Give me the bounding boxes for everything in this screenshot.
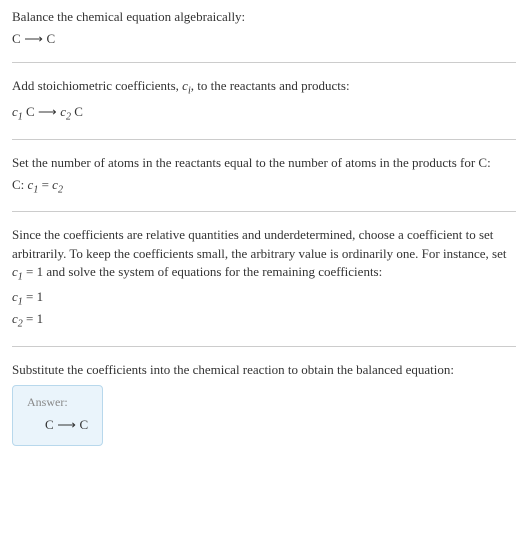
coeff-equation: c1 C ⟶ c2 C — [12, 103, 516, 125]
section-substitute: Substitute the coefficients into the che… — [12, 361, 516, 446]
text-part: , to the reactants and products: — [191, 78, 350, 93]
text-part: = 1 and solve the system of equations fo… — [23, 264, 382, 279]
divider — [12, 62, 516, 63]
text-part: Add stoichiometric coefficients, — [12, 78, 182, 93]
section-balance-intro: Balance the chemical equation algebraica… — [12, 8, 516, 48]
eq-arrow: ⟶ — [21, 31, 47, 46]
text-part: Since the coefficients are relative quan… — [12, 227, 507, 260]
divider — [12, 346, 516, 347]
eq-text: C — [71, 104, 83, 119]
substitute-text: Substitute the coefficients into the che… — [12, 361, 516, 379]
eq-left: C — [12, 31, 21, 46]
eq-text: C — [23, 104, 38, 119]
answer-equation: C ⟶ C — [27, 416, 88, 434]
divider — [12, 211, 516, 212]
c2-sub: 2 — [58, 184, 63, 195]
eq-rest: = 1 — [23, 311, 43, 326]
intro-equation: C ⟶ C — [12, 30, 516, 48]
solve-eq2: c2 = 1 — [12, 310, 516, 332]
section-set-atoms: Set the number of atoms in the reactants… — [12, 154, 516, 198]
section-add-coefficients: Add stoichiometric coefficients, ci, to … — [12, 77, 516, 124]
eq-arrow: ⟶ — [54, 417, 80, 432]
coeff-text: Add stoichiometric coefficients, ci, to … — [12, 77, 516, 99]
solve-eq1: c1 = 1 — [12, 288, 516, 310]
solve-text: Since the coefficients are relative quan… — [12, 226, 516, 284]
eq-arrow: ⟶ — [38, 104, 60, 119]
eq-rest: = 1 — [23, 289, 43, 304]
answer-label: Answer: — [27, 394, 88, 411]
divider — [12, 139, 516, 140]
atoms-text: Set the number of atoms in the reactants… — [12, 154, 516, 172]
eq-right: C — [80, 417, 89, 432]
intro-text: Balance the chemical equation algebraica… — [12, 8, 516, 26]
eq-right: C — [47, 31, 56, 46]
eq-left: C — [45, 417, 54, 432]
atoms-equation: C: c1 = c2 — [12, 176, 516, 198]
section-solve: Since the coefficients are relative quan… — [12, 226, 516, 331]
element-label: C: — [12, 177, 28, 192]
equals: = — [38, 177, 52, 192]
answer-box: Answer: C ⟶ C — [12, 385, 103, 446]
